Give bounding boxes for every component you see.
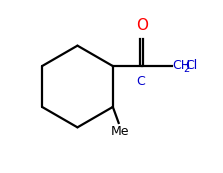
Text: Cl: Cl <box>185 59 198 72</box>
Text: Me: Me <box>110 125 129 138</box>
Text: CH: CH <box>172 59 190 72</box>
Text: 2: 2 <box>183 64 189 74</box>
Text: C: C <box>136 75 145 88</box>
Text: O: O <box>136 18 148 33</box>
